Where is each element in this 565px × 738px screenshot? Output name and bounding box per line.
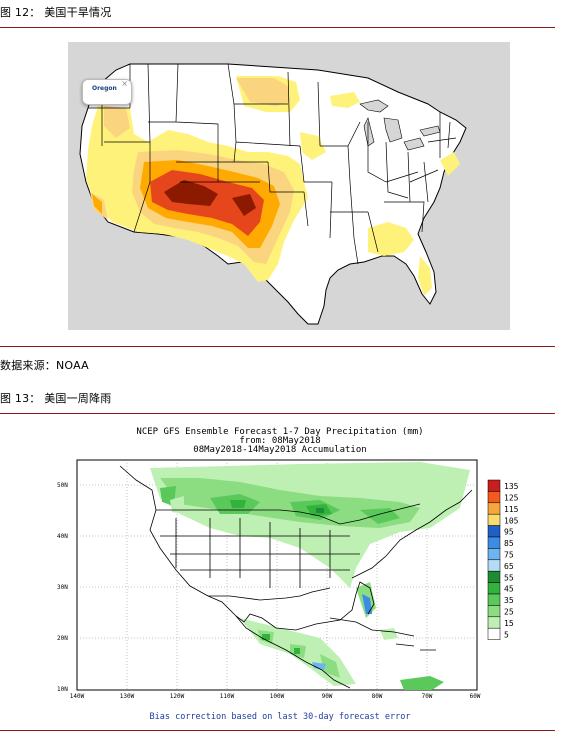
figure-12-bottom-rule — [0, 346, 555, 347]
lat-tick-labels: 50N 40N 30N 20N 10N — [57, 482, 68, 693]
legend-swatch — [487, 479, 501, 492]
lon-label: 120W — [170, 693, 185, 700]
lon-label: 130W — [120, 693, 135, 700]
legend-label: 105 — [504, 516, 519, 525]
precip-legend: 135 125 115 105 95 85 75 65 55 45 35 25 15 5 — [487, 479, 519, 640]
legend-label: 45 — [504, 585, 514, 594]
legend-label: 85 — [504, 539, 514, 548]
legend-label: 5 — [504, 630, 509, 639]
legend-label: 25 — [504, 608, 514, 617]
lon-label: 70W — [422, 693, 433, 700]
lat-label: 20N — [57, 635, 68, 642]
legend-swatch — [487, 548, 501, 561]
caption-rule-top — [0, 27, 555, 28]
legend-swatch — [487, 593, 501, 606]
legend-swatch — [487, 559, 501, 572]
popup-close-icon[interactable]: × — [121, 79, 128, 88]
legend-label: 55 — [504, 573, 514, 582]
legend-swatch — [487, 616, 501, 629]
legend-swatch — [487, 536, 501, 549]
legend-label: 35 — [504, 596, 514, 605]
legend-swatch — [487, 513, 501, 526]
lat-label: 10N — [57, 686, 68, 693]
forecast-title-line1: NCEP GFS Ensemble Forecast 1-7 Day Preci… — [136, 427, 423, 437]
lat-label: 50N — [57, 482, 68, 489]
oregon-popup-label: Oregon — [92, 85, 117, 92]
legend-swatch — [487, 582, 501, 595]
bias-correction-footer: Bias correction based on last 30-day for… — [150, 712, 411, 722]
lon-label: 140W — [70, 693, 85, 700]
us-drought-map: Oregon × — [68, 42, 510, 330]
lon-label: 80W — [372, 693, 383, 700]
precip-fields — [150, 462, 470, 690]
legend-label: 75 — [504, 551, 514, 560]
drought-d4-areas — [164, 180, 256, 216]
figure-13-bottom-rule — [0, 730, 555, 731]
legend-label: 15 — [504, 619, 514, 628]
figure-12-caption: 图 12： 美国干旱情况 — [0, 6, 112, 19]
precipitation-forecast-map: NCEP GFS Ensemble Forecast 1-7 Day Preci… — [0, 418, 565, 728]
forecast-title-line2: from: 08May2018 — [239, 436, 320, 446]
legend-swatch — [487, 627, 501, 640]
drought-map-svg — [79, 63, 467, 325]
lon-label: 100W — [270, 693, 285, 700]
oregon-popup[interactable]: Oregon × — [82, 79, 132, 105]
state-boundaries — [88, 63, 457, 265]
legend-swatch — [487, 570, 501, 583]
legend-label: 95 — [504, 528, 514, 537]
legend-swatch — [487, 502, 501, 515]
legend-label: 65 — [504, 562, 514, 571]
legend-swatch — [487, 491, 501, 504]
lon-label: 60W — [470, 693, 481, 700]
legend-label: 135 — [504, 482, 519, 491]
lon-label: 110W — [220, 693, 235, 700]
lat-label: 30N — [57, 584, 68, 591]
caption-rule-13 — [0, 413, 555, 414]
lat-label: 40N — [57, 533, 68, 540]
legend-label: 115 — [504, 505, 519, 514]
legend-swatch — [487, 605, 501, 618]
precip-svg: NCEP GFS Ensemble Forecast 1-7 Day Preci… — [57, 427, 519, 722]
lon-label: 90W — [322, 693, 333, 700]
source-note: 数据来源：NOAA — [0, 359, 89, 372]
figure-13-caption: 图 13： 美国一周降雨 — [0, 392, 112, 405]
forecast-title-line3: 08May2018-14May2018 Accumulation — [193, 445, 366, 455]
lon-tick-labels: 140W 130W 120W 110W 100W 90W 80W 70W 60W — [70, 693, 481, 700]
legend-swatch — [487, 525, 501, 538]
coastlines-borders — [119, 465, 473, 689]
legend-label: 125 — [504, 494, 519, 503]
